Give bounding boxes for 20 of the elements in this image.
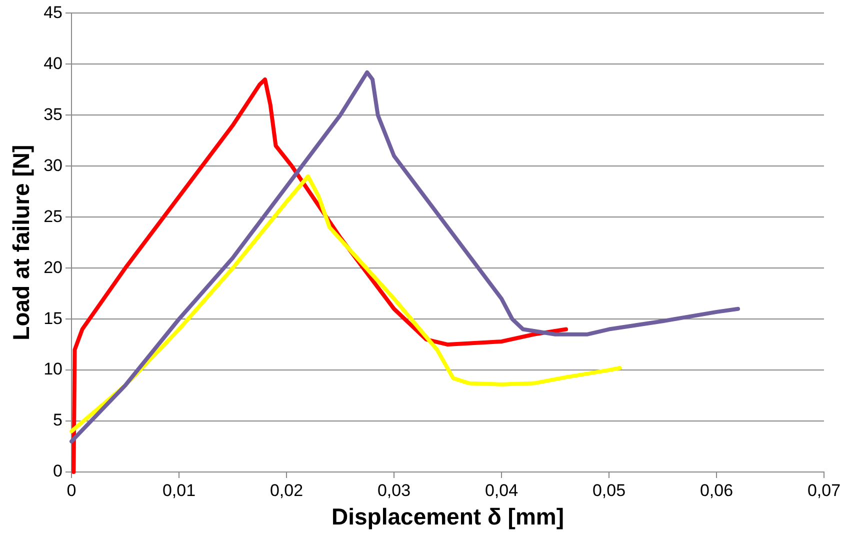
y-tick-label: 20 [44,258,63,277]
y-tick-label: 15 [44,308,63,328]
y-tick-label: 35 [44,104,63,124]
x-tick-label: 0,02 [270,480,304,500]
x-tick-label: 0,01 [162,480,196,500]
y-tick-label: 10 [44,360,63,379]
y-tick-label: 0 [53,462,63,481]
x-tick-label: 0,06 [700,480,734,500]
y-tick-label: 30 [44,156,63,175]
x-tick-label: 0 [66,480,76,500]
x-tick-label: 0,05 [592,480,626,500]
x-tick-label: 0,04 [484,480,518,500]
x-axis-title: Displacement δ [mm] [331,504,564,530]
y-axis-title: Load at failure [N] [8,144,34,340]
y-tick-label: 40 [44,54,63,73]
x-tick-label: 0,07 [807,480,841,500]
x-tick-label: 0,03 [377,480,411,500]
y-tick-label: 5 [53,410,63,430]
y-tick-label: 25 [44,206,63,226]
y-tick-label: 45 [44,2,63,22]
